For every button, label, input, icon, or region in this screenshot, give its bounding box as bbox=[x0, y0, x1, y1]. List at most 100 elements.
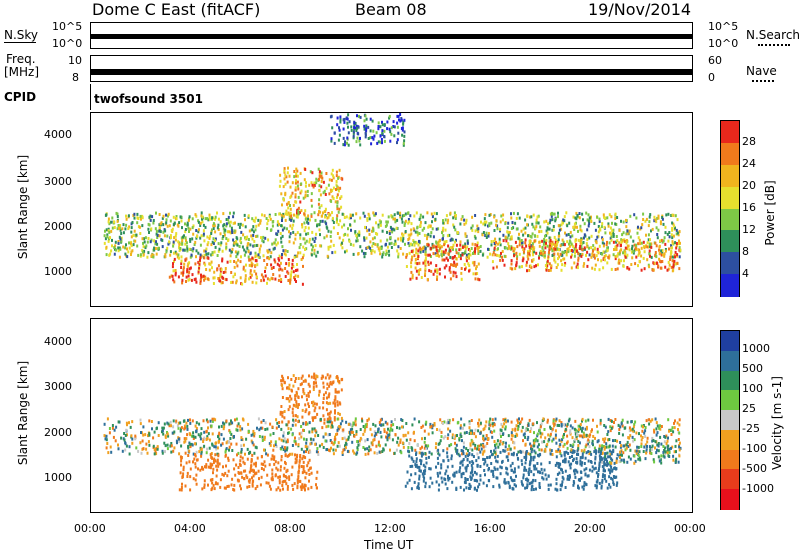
heatmap-cell bbox=[237, 422, 240, 426]
heatmap-cell bbox=[209, 234, 212, 238]
heatmap-cell bbox=[447, 478, 450, 482]
heatmap-cell bbox=[560, 439, 563, 443]
heatmap-cell bbox=[451, 436, 454, 440]
heatmap-cell bbox=[584, 419, 587, 423]
heatmap-cell bbox=[366, 438, 369, 442]
heatmap-cell bbox=[405, 265, 408, 268]
heatmap-cell bbox=[539, 431, 542, 435]
heatmap-cell bbox=[120, 236, 123, 240]
heatmap-cell bbox=[310, 214, 313, 218]
heatmap-cell bbox=[323, 421, 326, 425]
heatmap-cell bbox=[582, 236, 585, 240]
heatmap-cell bbox=[200, 450, 203, 454]
heatmap-cell bbox=[314, 377, 317, 381]
heatmap-cell bbox=[474, 236, 477, 240]
heatmap-cell bbox=[568, 417, 571, 421]
heatmap-cell bbox=[278, 212, 281, 216]
heatmap-cell bbox=[441, 237, 444, 241]
heatmap-cell bbox=[655, 427, 658, 431]
heatmap-cell bbox=[255, 461, 257, 465]
heatmap-cell bbox=[426, 234, 429, 238]
heatmap-cell bbox=[221, 281, 224, 285]
heatmap-cell bbox=[376, 451, 379, 455]
heatmap-cell bbox=[280, 458, 283, 462]
heatmap-cell bbox=[252, 244, 255, 248]
heatmap-cell bbox=[264, 236, 267, 240]
heatmap-cell bbox=[222, 227, 225, 231]
heatmap-cell bbox=[229, 211, 231, 215]
heatmap-cell bbox=[374, 424, 377, 428]
heatmap-cell bbox=[658, 426, 661, 430]
heatmap-cell bbox=[177, 437, 180, 441]
heatmap-cell bbox=[502, 418, 505, 422]
heatmap-cell bbox=[342, 238, 345, 242]
heatmap-cell bbox=[668, 247, 670, 251]
heatmap-cell bbox=[538, 230, 541, 234]
heatmap-cell bbox=[326, 373, 329, 377]
heatmap-cell bbox=[603, 440, 606, 444]
heatmap-cell bbox=[494, 253, 497, 257]
heatmap-cell bbox=[225, 245, 228, 249]
heatmap-cell bbox=[202, 229, 205, 233]
heatmap-cell bbox=[281, 396, 284, 399]
heatmap-cell bbox=[218, 437, 221, 441]
heatmap-cell bbox=[204, 225, 207, 229]
heatmap-cell bbox=[598, 481, 601, 485]
heatmap-cell bbox=[469, 443, 472, 447]
heatmap-cell bbox=[678, 239, 680, 243]
heatmap-cell bbox=[561, 220, 564, 224]
heatmap-cell bbox=[170, 229, 173, 232]
heatmap-cell bbox=[394, 239, 397, 243]
heatmap-cell bbox=[499, 227, 502, 231]
heatmap-cell bbox=[298, 479, 301, 483]
heatmap-cell bbox=[392, 227, 395, 231]
heatmap-cell bbox=[230, 281, 233, 284]
heatmap-cell bbox=[401, 234, 404, 238]
heatmap-cell bbox=[664, 446, 666, 450]
heatmap-cell bbox=[504, 427, 507, 431]
heatmap-cell bbox=[510, 237, 513, 241]
heatmap-cell bbox=[117, 447, 120, 451]
heatmap-cell bbox=[301, 223, 303, 227]
heatmap-cell bbox=[597, 230, 600, 234]
heatmap-cell bbox=[117, 241, 120, 245]
heatmap-cell bbox=[111, 216, 114, 220]
heatmap-cell bbox=[106, 442, 109, 445]
heatmap-cell bbox=[609, 226, 612, 230]
heatmap-cell bbox=[287, 420, 290, 424]
heatmap-cell bbox=[281, 203, 283, 207]
heatmap-cell bbox=[243, 253, 246, 257]
heatmap-cell bbox=[444, 275, 446, 279]
heatmap-cell bbox=[640, 424, 643, 428]
heatmap-cell bbox=[169, 219, 172, 223]
heatmap-cell bbox=[256, 456, 259, 460]
heatmap-cell bbox=[287, 431, 289, 435]
heatmap-cell bbox=[156, 233, 159, 237]
heatmap-cell bbox=[239, 276, 242, 280]
heatmap-cell bbox=[251, 264, 253, 268]
heatmap-cell bbox=[139, 253, 142, 257]
heatmap-cell bbox=[285, 397, 288, 401]
heatmap-cell bbox=[472, 272, 475, 276]
heatmap-cell bbox=[296, 404, 299, 408]
heatmap-cell bbox=[295, 390, 298, 394]
heatmap-cell bbox=[155, 446, 158, 450]
heatmap-cell bbox=[251, 217, 254, 221]
heatmap-cell bbox=[203, 485, 206, 489]
heatmap-cell bbox=[379, 140, 382, 144]
heatmap-cell bbox=[536, 234, 539, 238]
heatmap-cell bbox=[493, 423, 496, 427]
heatmap-cell bbox=[513, 441, 516, 445]
heatmap-cell bbox=[275, 466, 278, 470]
heatmap-cell bbox=[554, 260, 557, 264]
heatmap-cell bbox=[669, 252, 672, 256]
heatmap-cell bbox=[573, 261, 576, 265]
heatmap-cell bbox=[499, 243, 502, 247]
heatmap-cell bbox=[254, 228, 257, 232]
heatmap-cell bbox=[628, 443, 631, 447]
heatmap-cell bbox=[222, 437, 225, 441]
heatmap-cell bbox=[185, 437, 188, 441]
heatmap-cell bbox=[441, 231, 443, 235]
heatmap-cell bbox=[199, 434, 202, 438]
heatmap-cell bbox=[464, 250, 467, 254]
